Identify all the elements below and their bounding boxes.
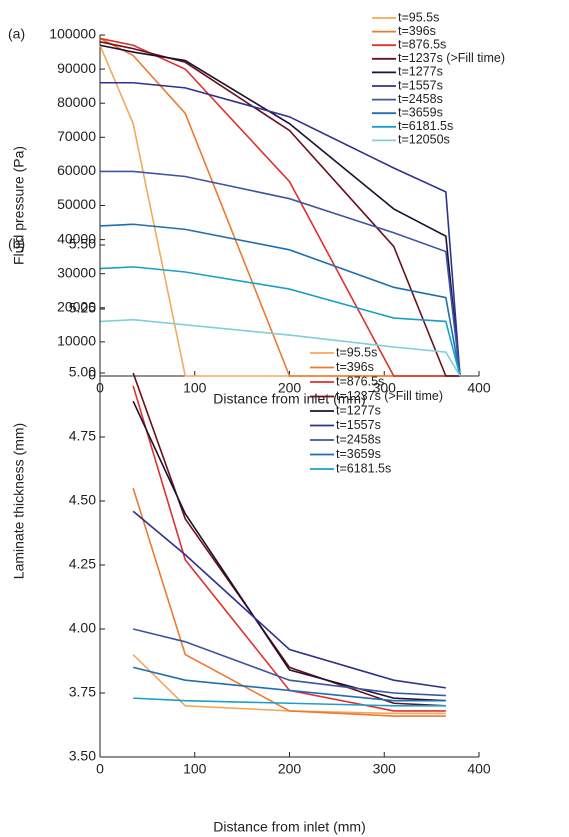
- legend-label: t=396s: [336, 360, 374, 374]
- legend-label: t=3659s: [398, 105, 443, 119]
- legend-label: t=876.5s: [398, 37, 446, 51]
- series-line: [100, 81, 461, 377]
- y-tick-label: 0: [88, 367, 96, 383]
- series-line: [100, 170, 461, 377]
- series-line: [99, 44, 461, 377]
- x-tick-label: 300: [373, 761, 397, 777]
- x-tick-label: 400: [467, 761, 491, 777]
- y-tick-label: 4.25: [69, 556, 96, 572]
- x-tick-label: 100: [183, 380, 207, 396]
- series-line: [132, 372, 446, 707]
- y-axis-label: Laminate thickness (mm): [11, 423, 27, 579]
- panel-label: (b): [8, 236, 25, 252]
- y-tick-label: 70000: [57, 128, 96, 144]
- x-tick-label: 200: [278, 380, 302, 396]
- panel-label: (a): [8, 26, 25, 42]
- legend-label: t=6181.5s: [336, 461, 391, 475]
- series-line: [132, 654, 446, 715]
- y-tick-label: 3.50: [69, 748, 96, 764]
- y-axis-label: Fluid pressure (Pa): [11, 146, 27, 265]
- y-tick-label: 5.25: [69, 300, 96, 316]
- y-tick-label: 3.75: [69, 684, 96, 700]
- legend-label: t=1557s: [336, 418, 381, 432]
- series-line: [132, 628, 446, 697]
- legend-label: t=1277s: [336, 403, 381, 417]
- y-tick-label: 30000: [57, 264, 96, 280]
- legend-label: t=2458s: [336, 432, 381, 446]
- legend-label: t=876.5s: [336, 374, 384, 388]
- series-line: [99, 318, 461, 377]
- y-tick-label: 80000: [57, 94, 96, 110]
- legend-label: t=12050s: [398, 133, 450, 147]
- legend-label: t=95.5s: [398, 10, 439, 24]
- y-tick-label: 60000: [57, 162, 96, 178]
- legend-label: t=3659s: [336, 447, 381, 461]
- x-tick-label: 200: [278, 761, 302, 777]
- y-tick-label: 5.00: [69, 364, 96, 380]
- y-tick-label: 4.75: [69, 428, 96, 444]
- legend-label: t=396s: [398, 24, 436, 38]
- x-tick-label: 300: [373, 380, 397, 396]
- series-line: [132, 510, 446, 689]
- y-tick-label: 4.50: [69, 492, 96, 508]
- series-line: [99, 41, 461, 377]
- y-tick-label: 20000: [57, 299, 96, 315]
- y-tick-label: 4.00: [69, 620, 96, 636]
- y-tick-label: 50000: [57, 196, 96, 212]
- y-tick-label: 10000: [57, 333, 96, 349]
- legend-label: t=95.5s: [336, 345, 377, 359]
- x-tick-label: 400: [467, 380, 491, 396]
- series-line: [133, 697, 446, 707]
- legend-label: t=2458s: [398, 92, 443, 106]
- series-line: [132, 385, 446, 712]
- x-tick-label: 100: [183, 761, 207, 777]
- legend-label: t=1557s: [398, 78, 443, 92]
- legend-label: t=1237s (>Fill time): [398, 51, 505, 65]
- y-tick-label: 90000: [57, 60, 96, 76]
- y-tick-label: 40000: [57, 230, 96, 246]
- x-axis-label: Distance from inlet (mm): [213, 391, 365, 407]
- series-line: [99, 223, 461, 377]
- legend-label: t=1237s (>Fill time): [336, 389, 443, 403]
- x-tick-label: 0: [96, 761, 104, 777]
- x-axis-label: Distance from inlet (mm): [213, 819, 365, 835]
- y-tick-label: 5.50: [69, 236, 96, 252]
- series-line: [132, 666, 446, 702]
- series-line: [132, 400, 446, 702]
- legend-label: t=1277s: [398, 65, 443, 79]
- y-tick-label: 100000: [49, 26, 96, 42]
- legend-label: t=6181.5s: [398, 119, 453, 133]
- series-line: [132, 487, 446, 717]
- series-line: [99, 266, 461, 377]
